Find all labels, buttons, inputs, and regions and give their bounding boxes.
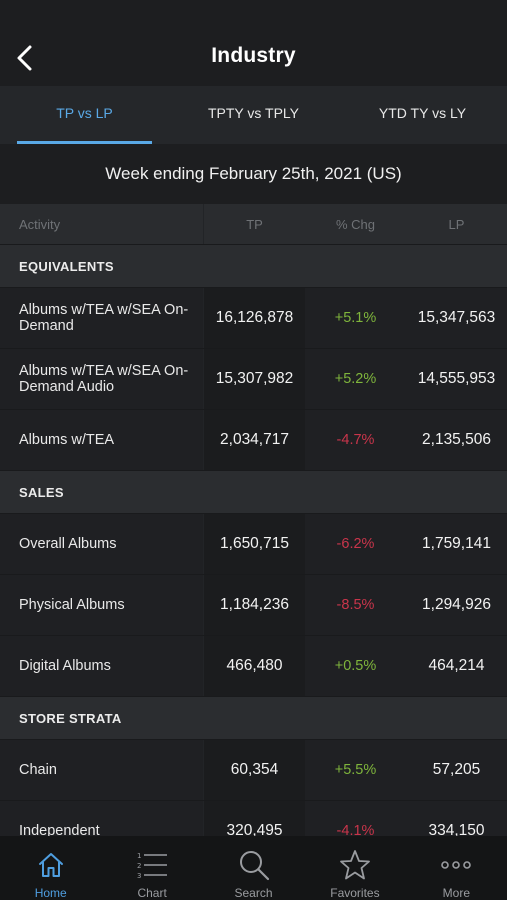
section-header-store-strata: STORE STRATA bbox=[0, 696, 507, 739]
section-header-sales: SALES bbox=[0, 470, 507, 513]
tab-tp-vs-lp[interactable]: TP vs LP bbox=[0, 86, 169, 144]
row-chg: +5.5% bbox=[334, 762, 377, 778]
back-button[interactable] bbox=[6, 38, 42, 78]
nav-label-search: Search bbox=[234, 886, 273, 900]
row-activity: Physical Albums bbox=[19, 597, 125, 613]
row-tp: 60,354 bbox=[203, 740, 305, 800]
nav-label-favorites: Favorites bbox=[330, 886, 380, 900]
chevron-left-icon bbox=[17, 45, 32, 71]
industry-table: Activity TP % Chg LP EQUIVALENTS Albums … bbox=[0, 204, 507, 861]
svg-text:2: 2 bbox=[137, 862, 141, 870]
row-chg: -8.5% bbox=[336, 597, 375, 613]
nav-label-more: More bbox=[442, 886, 470, 900]
row-activity: Chain bbox=[19, 762, 57, 778]
table-row[interactable]: Albums w/TEA w/SEA On-Demand Audio 15,30… bbox=[0, 348, 507, 409]
nav-label-home: Home bbox=[34, 886, 67, 900]
table-row[interactable]: Physical Albums 1,184,236 -8.5% 1,294,92… bbox=[0, 574, 507, 635]
nav-home[interactable]: Home bbox=[0, 836, 101, 900]
bottom-nav: Home 1 2 3 Chart Se bbox=[0, 836, 507, 900]
row-chg: +5.2% bbox=[334, 371, 377, 387]
nav-search[interactable]: Search bbox=[203, 836, 304, 900]
column-header-lp: LP bbox=[448, 216, 465, 232]
row-activity: Albums w/TEA bbox=[19, 432, 115, 448]
nav-more[interactable]: More bbox=[406, 836, 507, 900]
row-tp: 466,480 bbox=[203, 636, 305, 696]
header: Industry bbox=[0, 0, 507, 86]
section-header-equivalents: EQUIVALENTS bbox=[0, 244, 507, 287]
row-chg: +0.5% bbox=[334, 658, 377, 674]
numbered-list-icon: 1 2 3 bbox=[135, 848, 169, 882]
row-chg: +5.1% bbox=[334, 310, 377, 326]
tab-tpty-vs-tply[interactable]: TPTY vs TPLY bbox=[207, 105, 300, 121]
table-row[interactable]: Albums w/TEA w/SEA On-Demand 16,126,878 … bbox=[0, 287, 507, 348]
star-icon bbox=[338, 848, 372, 882]
table-header: Activity TP % Chg LP bbox=[0, 204, 507, 244]
row-tp: 2,034,717 bbox=[203, 410, 305, 470]
row-lp: 15,347,563 bbox=[417, 309, 496, 326]
row-activity: Independent bbox=[19, 823, 100, 839]
row-activity: Albums w/TEA w/SEA On-Demand bbox=[19, 302, 189, 334]
row-lp: 57,205 bbox=[432, 761, 481, 778]
search-icon bbox=[237, 848, 271, 882]
row-tp: 1,184,236 bbox=[203, 575, 305, 635]
row-chg: -4.7% bbox=[336, 432, 375, 448]
row-lp: 334,150 bbox=[428, 822, 485, 839]
svg-text:3: 3 bbox=[137, 872, 141, 880]
week-label: Week ending February 25th, 2021 (US) bbox=[0, 144, 507, 204]
row-tp: 15,307,982 bbox=[203, 349, 305, 409]
nav-label-chart: Chart bbox=[137, 886, 167, 900]
row-tp: 16,126,878 bbox=[203, 288, 305, 348]
row-lp: 2,135,506 bbox=[422, 431, 491, 448]
row-tp: 1,650,715 bbox=[203, 514, 305, 574]
row-lp: 1,294,926 bbox=[422, 596, 491, 613]
row-lp: 1,759,141 bbox=[422, 535, 491, 552]
column-header-chg: % Chg bbox=[335, 216, 376, 232]
page-title: Industry bbox=[211, 44, 296, 67]
row-lp: 14,555,953 bbox=[417, 370, 496, 387]
tab-bar: TP vs LP TPTY vs TPLY YTD TY vs LY bbox=[0, 86, 507, 144]
more-dots-icon bbox=[439, 848, 473, 882]
nav-chart[interactable]: 1 2 3 Chart bbox=[101, 836, 202, 900]
row-chg: -6.2% bbox=[336, 536, 375, 552]
table-row[interactable]: Overall Albums 1,650,715 -6.2% 1,759,141 bbox=[0, 513, 507, 574]
tab-ytd-ty-vs-ly[interactable]: YTD TY vs LY bbox=[378, 105, 467, 121]
table-row[interactable]: Independent 320,495 -4.1% 334,150 bbox=[0, 800, 507, 861]
row-activity: Digital Albums bbox=[19, 658, 111, 674]
row-activity: Albums w/TEA w/SEA On-Demand Audio bbox=[19, 363, 189, 395]
column-header-tp: TP bbox=[203, 204, 305, 244]
row-chg: -4.1% bbox=[336, 823, 375, 839]
column-header-activity: Activity bbox=[19, 216, 61, 232]
row-lp: 464,214 bbox=[428, 657, 485, 674]
home-icon bbox=[34, 848, 68, 882]
table-row[interactable]: Digital Albums 466,480 +0.5% 464,214 bbox=[0, 635, 507, 696]
svg-text:1: 1 bbox=[137, 852, 141, 860]
table-row[interactable]: Chain 60,354 +5.5% 57,205 bbox=[0, 739, 507, 800]
row-activity: Overall Albums bbox=[19, 536, 117, 552]
nav-favorites[interactable]: Favorites bbox=[304, 836, 405, 900]
table-row[interactable]: Albums w/TEA 2,034,717 -4.7% 2,135,506 bbox=[0, 409, 507, 470]
